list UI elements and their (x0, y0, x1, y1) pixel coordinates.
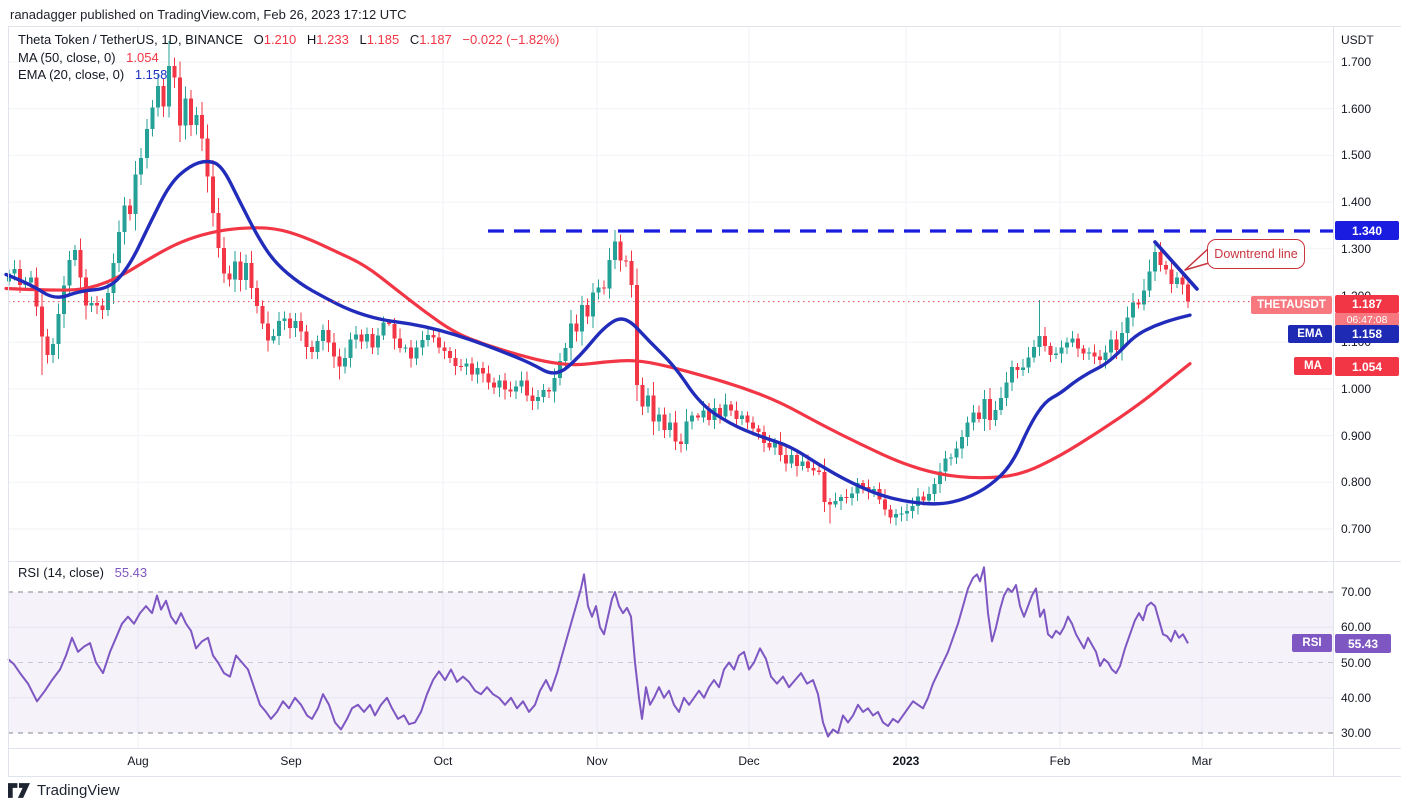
callout-tail (1184, 247, 1210, 271)
price-tick-label: 0.900 (1341, 428, 1372, 443)
ohlc-high-key: H (306, 32, 317, 47)
ema-legend-value: 1.158 (134, 67, 168, 82)
month-label: Oct (433, 754, 453, 768)
ohlc-close-value: 1.187 (419, 32, 452, 47)
rsi-tick-label: 40.00 (1341, 690, 1372, 705)
widget-bottom-border (8, 776, 1401, 777)
ma-price-label[interactable]: 1.054 (1335, 357, 1399, 376)
ma-legend-value: 1.054 (126, 49, 159, 65)
tradingview-logo[interactable]: TradingView (8, 782, 120, 799)
rsi-legend-label[interactable]: RSI (14, close) (18, 565, 104, 580)
tradingview-logo-text: TradingView (37, 782, 120, 799)
ohlc-open-key: O (253, 32, 264, 47)
ohlc-open-value: 1.210 (263, 32, 297, 47)
rsi-tick-label: 70.00 (1341, 585, 1372, 599)
time-axis-divider (8, 748, 1401, 749)
rsi-tick-label: 60.00 (1341, 620, 1372, 635)
downtrend-line[interactable] (1153, 240, 1199, 291)
ohlc-low-value: 1.185 (366, 32, 400, 47)
rsi-value-label[interactable]: 55.43 (1335, 634, 1391, 653)
tradingview-logo-icon (8, 783, 30, 798)
last-price-label[interactable]: 1.187 (1335, 295, 1399, 313)
month-label: Mar (1191, 754, 1213, 768)
rsi-line[interactable] (7, 566, 1189, 738)
ma-legend-row: MA (50, close, 0) 1.054 (18, 49, 559, 67)
rsi-legend-value: 55.43 (114, 565, 148, 580)
price-tick-label: 1.300 (1341, 241, 1372, 256)
price-tick-label: 1.000 (1341, 381, 1372, 396)
price-axis-divider (1333, 26, 1334, 776)
widget-left-border (8, 26, 9, 776)
rsi-band (8, 591, 1333, 734)
ticker-name-label[interactable]: THETAUSDT (1251, 296, 1332, 314)
axis-currency-label: USDT (1341, 33, 1374, 47)
price-tick-label: 1.700 (1341, 55, 1372, 69)
change-value: −0.022 (−1.82%) (462, 32, 560, 47)
ohlc-close-key: C (409, 32, 420, 47)
ma50-line[interactable] (4, 226, 1192, 480)
ohlc-high-value: 1.233 (316, 32, 349, 47)
rsi-tag-label[interactable]: RSI (1292, 634, 1332, 652)
chart-legend[interactable]: Theta Token / TetherUS, 1D, BINANCE O1.2… (18, 31, 559, 84)
ema-legend-row: EMA (20, close, 0) 1.158 (18, 66, 559, 84)
publish-header: ranadagger published on TradingView.com,… (10, 7, 407, 22)
ema-tag-label[interactable]: EMA (1288, 325, 1332, 343)
symbol-title[interactable]: Theta Token / TetherUS, 1D, BINANCE (18, 32, 243, 47)
price-tick-label: 1.600 (1341, 101, 1372, 116)
rsi-tick-label: 50.00 (1341, 655, 1372, 670)
month-label: Feb (1049, 754, 1071, 768)
month-label: Aug (127, 754, 149, 768)
month-label: Sep (280, 754, 302, 768)
rsi-tick-label: 30.00 (1341, 726, 1372, 740)
candlestick-series[interactable] (7, 40, 1191, 526)
month-label: Nov (586, 754, 608, 768)
ema-price-label[interactable]: 1.158 (1335, 325, 1399, 343)
ema20-line[interactable] (4, 159, 1192, 506)
ohlc-low-key: L (359, 32, 367, 47)
downtrend-callout[interactable]: Downtrend line (1207, 239, 1305, 269)
price-tick-label: 0.700 (1341, 522, 1372, 536)
ma-legend-label[interactable]: MA (50, close, 0) (18, 49, 116, 65)
ema-legend-label[interactable]: EMA (20, close, 0) (18, 67, 125, 82)
price-tick-label: 1.400 (1341, 195, 1372, 210)
price-tick-label: 1.500 (1341, 148, 1372, 163)
month-label: 2023 (892, 754, 920, 768)
rsi-legend[interactable]: RSI (14, close) 55.43 (18, 565, 147, 580)
price-tick-label: 0.800 (1341, 475, 1372, 490)
panel-divider (8, 561, 1401, 562)
bar-countdown-label: 06:47:08 (1335, 313, 1399, 326)
ma-tag-label[interactable]: MA (1294, 357, 1332, 375)
symbol-legend-row: Theta Token / TetherUS, 1D, BINANCE O1.2… (18, 31, 559, 49)
resistance-price-label[interactable]: 1.340 (1335, 221, 1399, 240)
widget-top-border (8, 26, 1401, 27)
month-label: Dec (738, 754, 760, 768)
